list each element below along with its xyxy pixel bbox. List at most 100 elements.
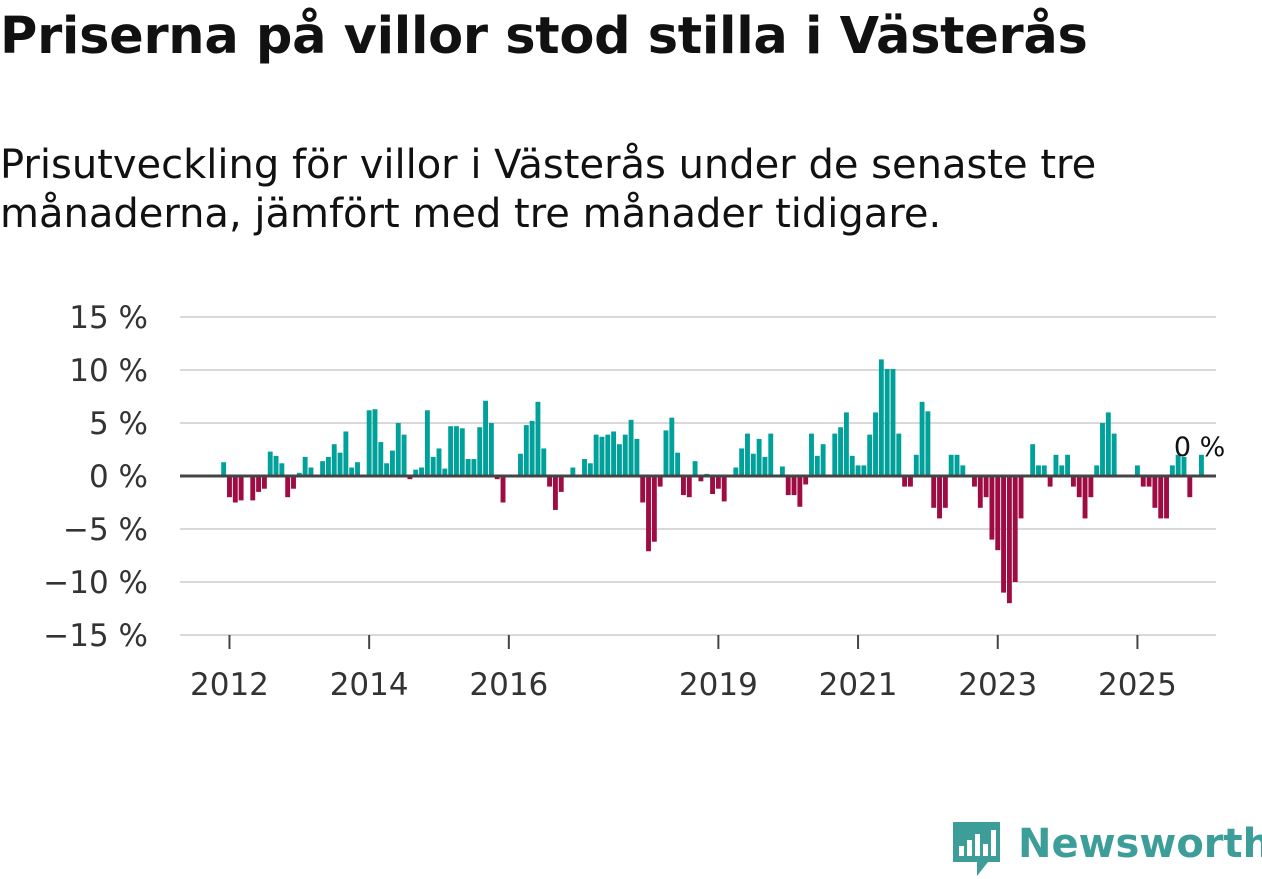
bar [389,450,395,476]
bar [605,434,611,476]
bar [1006,476,1012,604]
bar [1134,465,1140,476]
bar [919,401,925,476]
bar [791,476,797,496]
bar [587,463,593,476]
bar [477,427,483,476]
bar [256,476,262,492]
bar [1094,465,1100,476]
bar [937,476,942,519]
bars [221,359,1204,604]
bar [710,476,715,495]
bar [459,428,465,476]
bar [663,430,669,476]
bar [768,433,774,476]
bar [1036,465,1041,476]
bar [721,476,727,502]
bar [838,427,844,476]
bar [331,444,337,476]
bar [296,472,302,476]
bar [494,476,500,480]
bar [337,452,343,476]
bar [873,412,878,476]
bar [1070,476,1076,487]
bar [413,469,419,476]
bar [681,476,686,496]
bar [1082,476,1088,519]
y-tick-label: −15 % [43,618,148,654]
bar [1199,454,1204,476]
bar [797,476,803,507]
bar [250,476,256,501]
bar [1030,444,1036,476]
bar [1140,476,1146,487]
x-tick-label: 2021 [819,667,898,703]
bar [500,476,506,503]
bar [424,410,430,476]
bar [599,436,605,476]
bar [529,420,535,476]
bar [616,444,622,476]
bar [779,466,785,476]
bar [267,451,273,476]
bar [442,468,448,476]
bar [884,368,890,476]
bar [285,476,291,498]
bar [686,476,692,498]
bar [995,476,1001,551]
bar [349,467,355,476]
brand-name: Newsworthy [1018,821,1262,867]
bar [407,476,413,480]
bar [855,465,861,476]
x-tick-label: 2023 [958,667,1037,703]
bar [907,476,913,487]
bar [279,463,285,476]
bar [291,476,296,489]
bar [651,476,657,542]
x-tick-label: 2019 [679,667,758,703]
x-axis-ticks: 2012 2014 2016 2019 2021 2023 2025 [190,635,1177,703]
bar [896,433,902,476]
bar [977,476,983,508]
bar [1047,476,1053,487]
bar [861,465,867,476]
bar [762,456,768,476]
bar [343,431,349,476]
bar [384,463,390,476]
bar [960,465,966,476]
bar [756,438,762,476]
bar [902,476,908,487]
bar [628,419,634,476]
bar [436,448,442,476]
bar [843,412,849,476]
bar [820,444,826,476]
bar [430,456,436,476]
bar [890,368,896,476]
bar [785,476,791,496]
chart-title: Priserna på villor stod stilla i Västerå… [0,7,1088,66]
bar [1076,476,1082,498]
bar [471,459,477,476]
bar [465,459,471,476]
bar [221,462,227,476]
bar [372,409,378,476]
bar [669,417,675,476]
bar [657,476,663,487]
bar [1001,476,1007,593]
bar [1111,433,1117,476]
bar [878,359,884,476]
bar [1181,456,1187,476]
y-tick-label: 5 % [89,406,148,442]
bar [715,476,721,489]
bar [547,476,553,487]
y-axis-labels: 15 % 10 % 5 % 0 % −5 % −10 % −15 % [43,300,148,654]
bar [1088,476,1094,498]
bar [320,461,326,476]
x-tick-label: 2016 [469,667,548,703]
bar [1065,454,1071,476]
bar [634,438,640,476]
bar [1059,465,1065,476]
grid-lines [180,316,1216,636]
bar [593,434,599,476]
